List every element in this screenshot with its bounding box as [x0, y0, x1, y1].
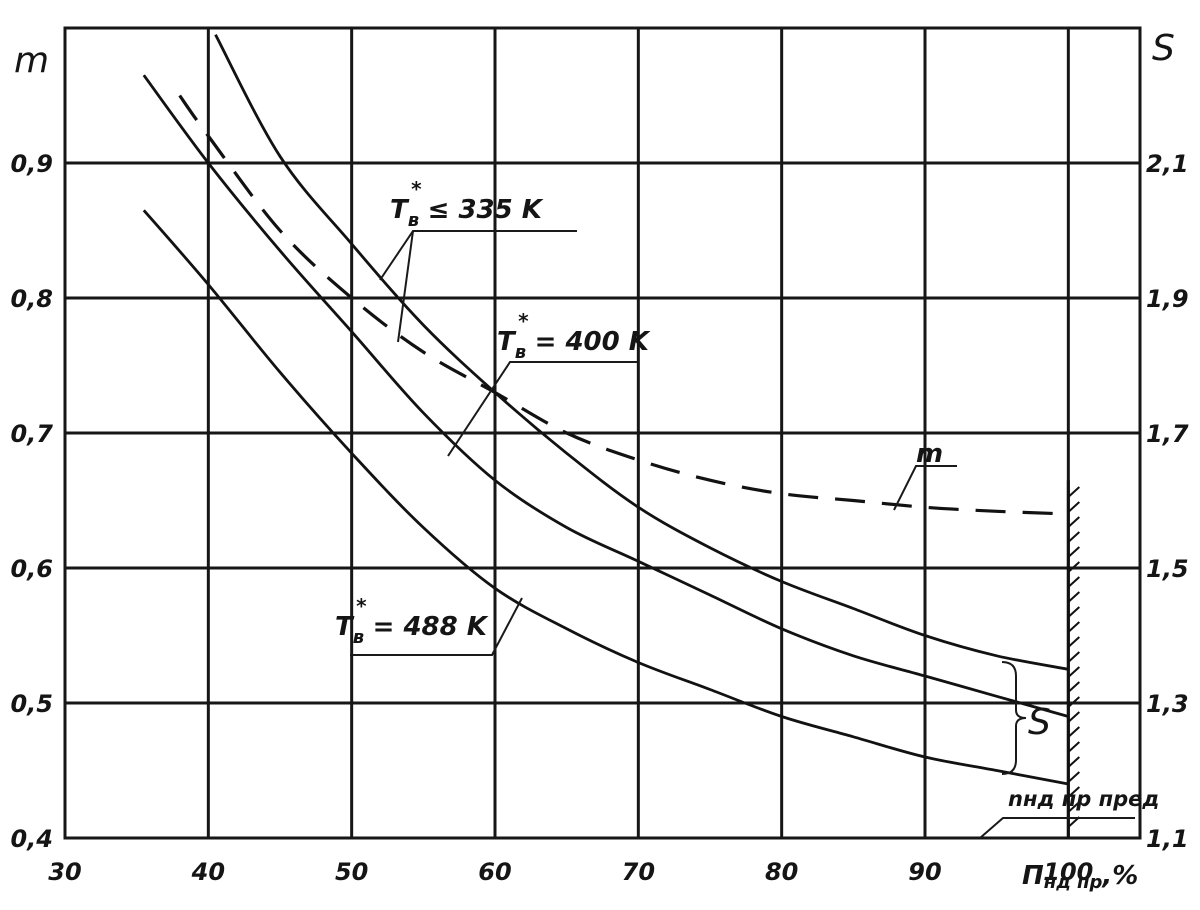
y-right-tick-label: 1,9 [1146, 285, 1189, 313]
x-tick-label: 70 [622, 858, 655, 886]
limit-hatch [1067, 576, 1081, 588]
y-left-axis-title: m [14, 40, 49, 81]
y-left-tick-label: 0,9 [10, 150, 53, 178]
y-left-tick-label: 0,6 [10, 555, 53, 583]
limit-hatch [1067, 771, 1081, 783]
limit-hatch [1067, 546, 1081, 558]
annotation-limit: nнд пр пред [979, 787, 1159, 839]
limit-hatch [1067, 666, 1081, 678]
svg-text:Tв*≤ 335 K: Tв*≤ 335 K [390, 177, 544, 231]
limit-hatch [1067, 501, 1081, 513]
limit-hatch [1067, 621, 1081, 633]
limit-hatch [1067, 561, 1081, 573]
x-tick-label: 90 [908, 858, 941, 886]
x-tick-label: 60 [478, 858, 511, 886]
x-axis-title: Пнд пр,% [1022, 861, 1138, 893]
svg-text:S: S [1028, 702, 1051, 743]
series-layer [142, 34, 1069, 786]
limit-hatch [1067, 606, 1081, 618]
grid-layer [63, 26, 1142, 840]
y-right-tick-label: 1,7 [1146, 420, 1189, 448]
svg-text:Tв*= 400 K: Tв*= 400 K [497, 309, 651, 363]
x-tick-label: 100 [1043, 858, 1093, 886]
limit-hatch [1067, 711, 1081, 723]
x-tick-label: 40 [191, 858, 225, 886]
svg-text:Tв*= 488 K: Tв*= 488 K [335, 594, 489, 648]
svg-text:m: m [916, 439, 943, 469]
annotation-m: m [893, 439, 957, 511]
limit-hatch [1067, 591, 1081, 603]
x-tick-label: 80 [765, 858, 798, 886]
x-tick-label: 50 [335, 858, 368, 886]
limit-hatch [1067, 786, 1081, 798]
annotation-t335: Tв*≤ 335 K [379, 177, 577, 343]
y-right-axis-title: S [1152, 28, 1175, 69]
y-left-tick-label: 0,5 [10, 690, 53, 718]
y-right-tick-label: 2,1 [1146, 150, 1189, 178]
svg-text:nнд пр пред: nнд пр пред [1008, 787, 1159, 811]
limit-line [1066, 480, 1081, 838]
series-line-3 [142, 209, 1069, 786]
annotation-s-brace: S [1001, 661, 1051, 775]
tick-labels: 30 40 50 60 70 80 90 100 0,4 0,5 0,6 0,7 0,8 0,9 1,1 1,… [10, 150, 1188, 886]
limit-hatch [1067, 726, 1081, 738]
limit-hatch [1067, 696, 1081, 708]
limit-hatch [1067, 681, 1081, 693]
limit-hatch [1067, 516, 1081, 528]
y-left-tick-label: 0,8 [10, 285, 53, 313]
annotation-t488: Tв*= 488 K [335, 594, 523, 656]
series-line-4 [178, 94, 1069, 516]
limit-hatch [1067, 531, 1081, 543]
annotation-t400: Tв*= 400 K [447, 309, 651, 457]
y-right-tick-label: 1,5 [1146, 555, 1189, 583]
y-right-tick-label: 1,3 [1146, 690, 1189, 718]
series-line-2 [142, 74, 1069, 718]
y-left-tick-label: 0,4 [10, 825, 53, 853]
limit-hatch [1067, 741, 1081, 753]
limit-hatch [1067, 756, 1081, 768]
limit-hatch [1067, 651, 1081, 663]
series-line-1 [214, 34, 1069, 671]
limit-hatch [1067, 486, 1081, 498]
limit-hatch [1067, 636, 1081, 648]
y-left-tick-label: 0,7 [10, 420, 53, 448]
x-tick-label: 30 [48, 858, 81, 886]
y-right-tick-label: 1,1 [1146, 825, 1189, 853]
limit-hatch [1067, 801, 1081, 813]
